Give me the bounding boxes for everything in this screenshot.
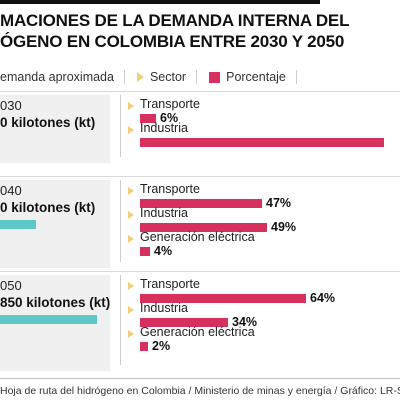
- sector-label: Transporte: [140, 97, 200, 111]
- top-rule: [0, 0, 320, 4]
- sector-label: Industria: [140, 206, 188, 220]
- legend-demand-label: emanda aproximada: [0, 70, 114, 84]
- percentage-bar: [140, 247, 150, 256]
- percentage-bar: [140, 294, 306, 303]
- sector-marker: [128, 235, 134, 243]
- year-block-background: [0, 95, 110, 163]
- demand-bar: [0, 315, 97, 324]
- sector-label: Generación eléctrica: [140, 230, 255, 244]
- percentage-bar: [140, 199, 262, 208]
- year-label: 030: [0, 98, 22, 113]
- block-vertical-rule: [120, 275, 121, 365]
- legend-separator: [196, 70, 198, 84]
- legend-sector-label: Sector: [149, 70, 187, 84]
- percentage-bar: [140, 114, 156, 123]
- chart-title-line-1: MACIONES DE LA DEMANDA INTERNA DEL: [0, 11, 350, 30]
- legend-sector-marker: [136, 72, 144, 82]
- sector-label: Generación eléctrica: [140, 325, 255, 339]
- legend-separator: [123, 70, 125, 84]
- demand-value-label: 0 kilotones (kt): [0, 200, 96, 215]
- percentage-bar: [140, 318, 228, 327]
- legend-separator: [295, 70, 297, 84]
- chart-title-line-2: ÓGENO EN COLOMBIA ENTRE 2030 Y 2050: [0, 32, 345, 51]
- block-divider: [0, 271, 400, 272]
- block-vertical-rule: [120, 180, 121, 262]
- sector-marker: [128, 187, 134, 195]
- year-label: 040: [0, 183, 22, 198]
- sector-label: Industria: [140, 301, 188, 315]
- sector-marker: [128, 211, 134, 219]
- sector-marker: [128, 282, 134, 290]
- percentage-bar: [140, 138, 384, 147]
- percentage-label: 6%: [160, 111, 179, 125]
- legend-percent-swatch: [209, 71, 221, 83]
- legend-percent-label: Porcentaje: [226, 70, 286, 84]
- percentage-bar: [140, 223, 267, 232]
- sector-label: Transporte: [140, 182, 200, 196]
- percentage-label: 4%: [154, 244, 173, 258]
- sector-marker: [128, 126, 134, 134]
- percentage-label: 49%: [271, 220, 297, 234]
- sector-marker: [128, 330, 134, 338]
- percentage-label: 64%: [310, 291, 336, 305]
- source-note: Hoja de ruta del hidrógeno en Colombia /…: [0, 385, 400, 397]
- demand-value-label: 0 kilotones (kt): [0, 115, 96, 130]
- block-divider: [0, 91, 400, 92]
- demand-value-label: 850 kilotones (kt): [0, 295, 111, 310]
- source-divider: [0, 378, 400, 379]
- chart-title: MACIONES DE LA DEMANDA INTERNA DEL ÓGENO…: [0, 10, 400, 52]
- sector-marker: [128, 306, 134, 314]
- legend: emanda aproximada Sector Porcentaje: [0, 67, 297, 87]
- sector-label: Transporte: [140, 277, 200, 291]
- percentage-label: 47%: [266, 196, 292, 210]
- percentage-label: 34%: [232, 315, 258, 329]
- block-vertical-rule: [120, 95, 121, 157]
- percentage-label: 2%: [152, 339, 171, 353]
- demand-bar: [0, 220, 36, 229]
- block-divider: [0, 176, 400, 177]
- sector-label: Industria: [140, 121, 188, 135]
- year-label: 050: [0, 278, 22, 293]
- percentage-bar: [140, 342, 148, 351]
- sector-marker: [128, 102, 134, 110]
